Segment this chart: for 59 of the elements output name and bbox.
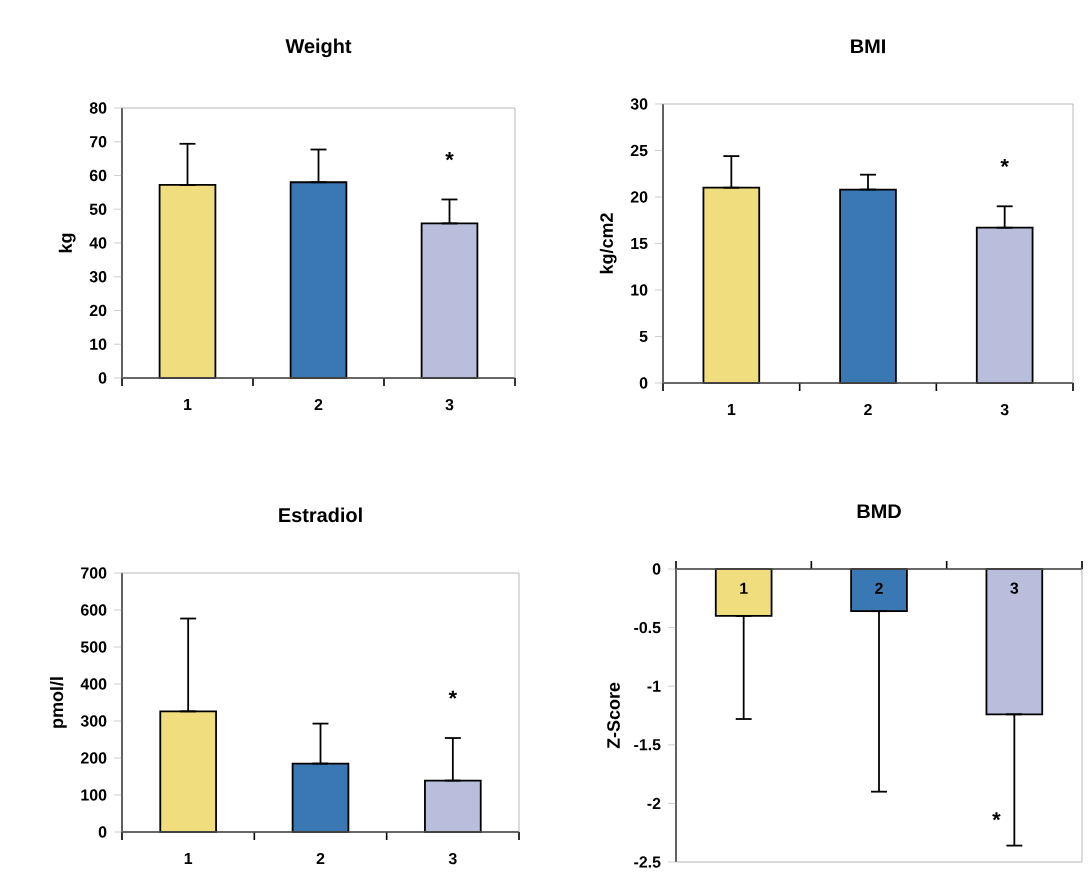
y-tick-label: -0.5 — [634, 621, 661, 634]
y-tick-label: -1 — [647, 680, 661, 692]
y-tick-label: 20 — [89, 304, 107, 317]
y-tick-label: 200 — [80, 752, 107, 764]
y-tick-label: 400 — [80, 678, 107, 690]
y-tick-label: 5 — [639, 330, 648, 343]
y-tick-label: 30 — [630, 98, 648, 110]
bar — [159, 710, 217, 833]
y-tick-label: 30 — [89, 271, 107, 283]
y-tick-label: 0 — [639, 377, 648, 389]
x-tick-label: 1 — [184, 852, 193, 864]
y-tick-label: 20 — [630, 191, 648, 203]
y-tick-label: 700 — [81, 567, 107, 579]
y-axis-title: pmol/l — [49, 677, 67, 728]
y-tick-label: 10 — [631, 284, 648, 296]
y-axis-title: kg/cm2 — [599, 213, 617, 274]
x-tick-label: 2 — [314, 398, 323, 411]
chart-title: BMD — [857, 504, 901, 519]
annotation: * — [1000, 158, 1009, 168]
y-tick-label: 15 — [631, 237, 648, 250]
bar — [158, 184, 217, 379]
bar — [702, 186, 761, 384]
x-tick-label: 2 — [316, 852, 325, 865]
annotation: * — [448, 690, 458, 699]
annotation: * — [445, 152, 454, 161]
annotation: * — [992, 812, 1001, 821]
y-tick-label: 60 — [89, 169, 107, 182]
y-tick-label: 500 — [80, 641, 107, 653]
x-tick-label: 3 — [1010, 582, 1019, 594]
x-tick-label: 1 — [727, 403, 736, 415]
y-tick-label: 70 — [89, 136, 107, 148]
y-tick-label: 600 — [80, 604, 107, 616]
y-tick-label: 0 — [98, 826, 107, 838]
x-tick-label: 1 — [740, 582, 748, 594]
y-tick-label: 80 — [89, 102, 107, 114]
bar — [289, 181, 348, 379]
y-tick-label: 0 — [98, 372, 107, 384]
y-tick-label: -2.5 — [634, 856, 661, 868]
chart-title: Weight — [285, 38, 352, 58]
chart-title: Estradiol — [279, 507, 362, 523]
y-tick-label: 40 — [89, 237, 107, 249]
bar — [975, 226, 1034, 384]
x-tick-label: 3 — [1000, 403, 1009, 416]
y-tick-label: -1.5 — [634, 739, 661, 751]
x-tick-label: 1 — [184, 398, 192, 410]
chart-title: BMI — [851, 39, 885, 54]
x-tick-label: 3 — [445, 398, 454, 411]
y-tick-label: 100 — [81, 789, 107, 801]
x-tick-label: 3 — [448, 852, 457, 865]
y-axis-title: Z-Score — [607, 682, 620, 749]
y-tick-label: 300 — [80, 715, 107, 727]
y-tick-label: 0 — [652, 563, 661, 575]
y-tick-label: -2 — [647, 797, 661, 809]
y-tick-label: 50 — [89, 203, 107, 215]
y-tick-label: 25 — [630, 144, 648, 157]
y-tick-label: 10 — [90, 338, 107, 350]
x-tick-label: 2 — [875, 582, 883, 594]
y-axis-title: kg — [58, 233, 76, 253]
x-tick-label: 2 — [864, 403, 872, 416]
